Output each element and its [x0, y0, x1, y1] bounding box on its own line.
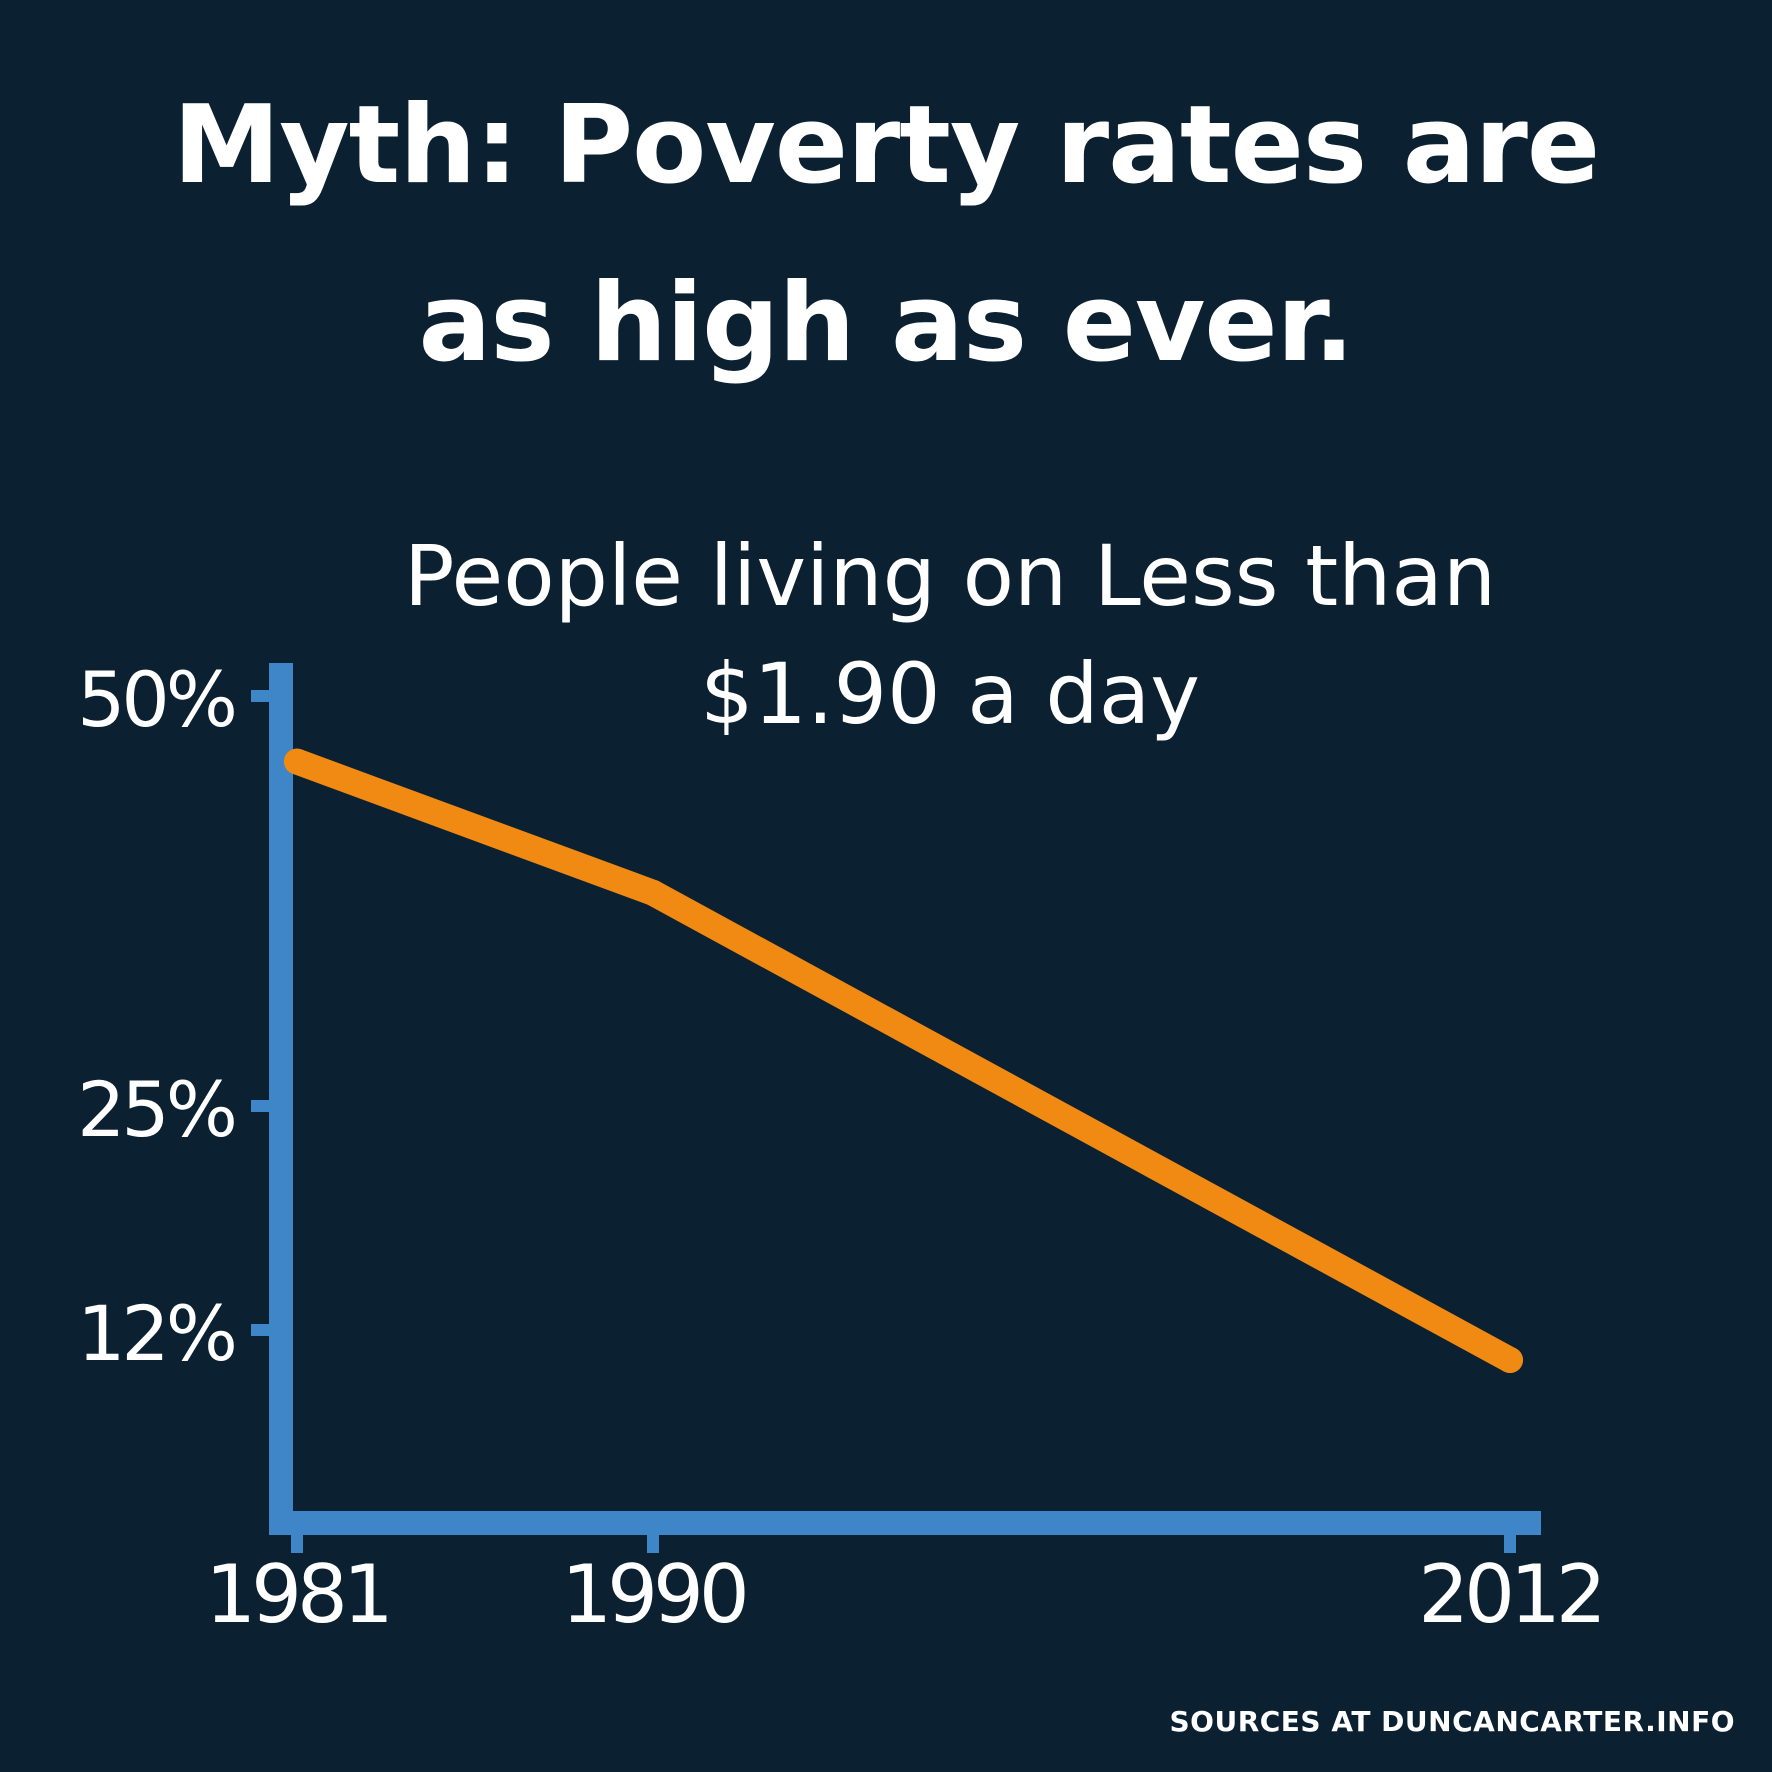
- x-tick-label-1990: 1990: [561, 1548, 745, 1641]
- data-point-1990: [640, 879, 666, 906]
- main-title-line-1: Myth: Poverty rates are: [172, 83, 1600, 208]
- chart-title-line-1: People living on Less than: [403, 527, 1497, 625]
- y-tick-label-25: 25%: [77, 1065, 235, 1154]
- chart-title-line-2: $1.90 a day: [700, 645, 1200, 743]
- data-point-1981: [284, 748, 310, 775]
- x-ticks: 1981 1990 2012: [205, 1530, 1607, 1641]
- x-tick-label-1981: 1981: [205, 1548, 389, 1641]
- sources-footer: SOURCES AT DUNCANCARTER.INFO: [1169, 1705, 1735, 1738]
- x-tick-label-2012: 2012: [1418, 1548, 1602, 1641]
- main-title-line-2: as high as ever.: [418, 261, 1354, 386]
- data-point-2012: [1497, 1347, 1523, 1373]
- y-tick-label-12: 12%: [77, 1289, 235, 1378]
- y-tick-label-50: 50%: [77, 655, 235, 744]
- poverty-rate-line: [284, 748, 1523, 1373]
- y-ticks: 50% 25% 12%: [77, 655, 282, 1378]
- data-points: [284, 748, 1523, 1373]
